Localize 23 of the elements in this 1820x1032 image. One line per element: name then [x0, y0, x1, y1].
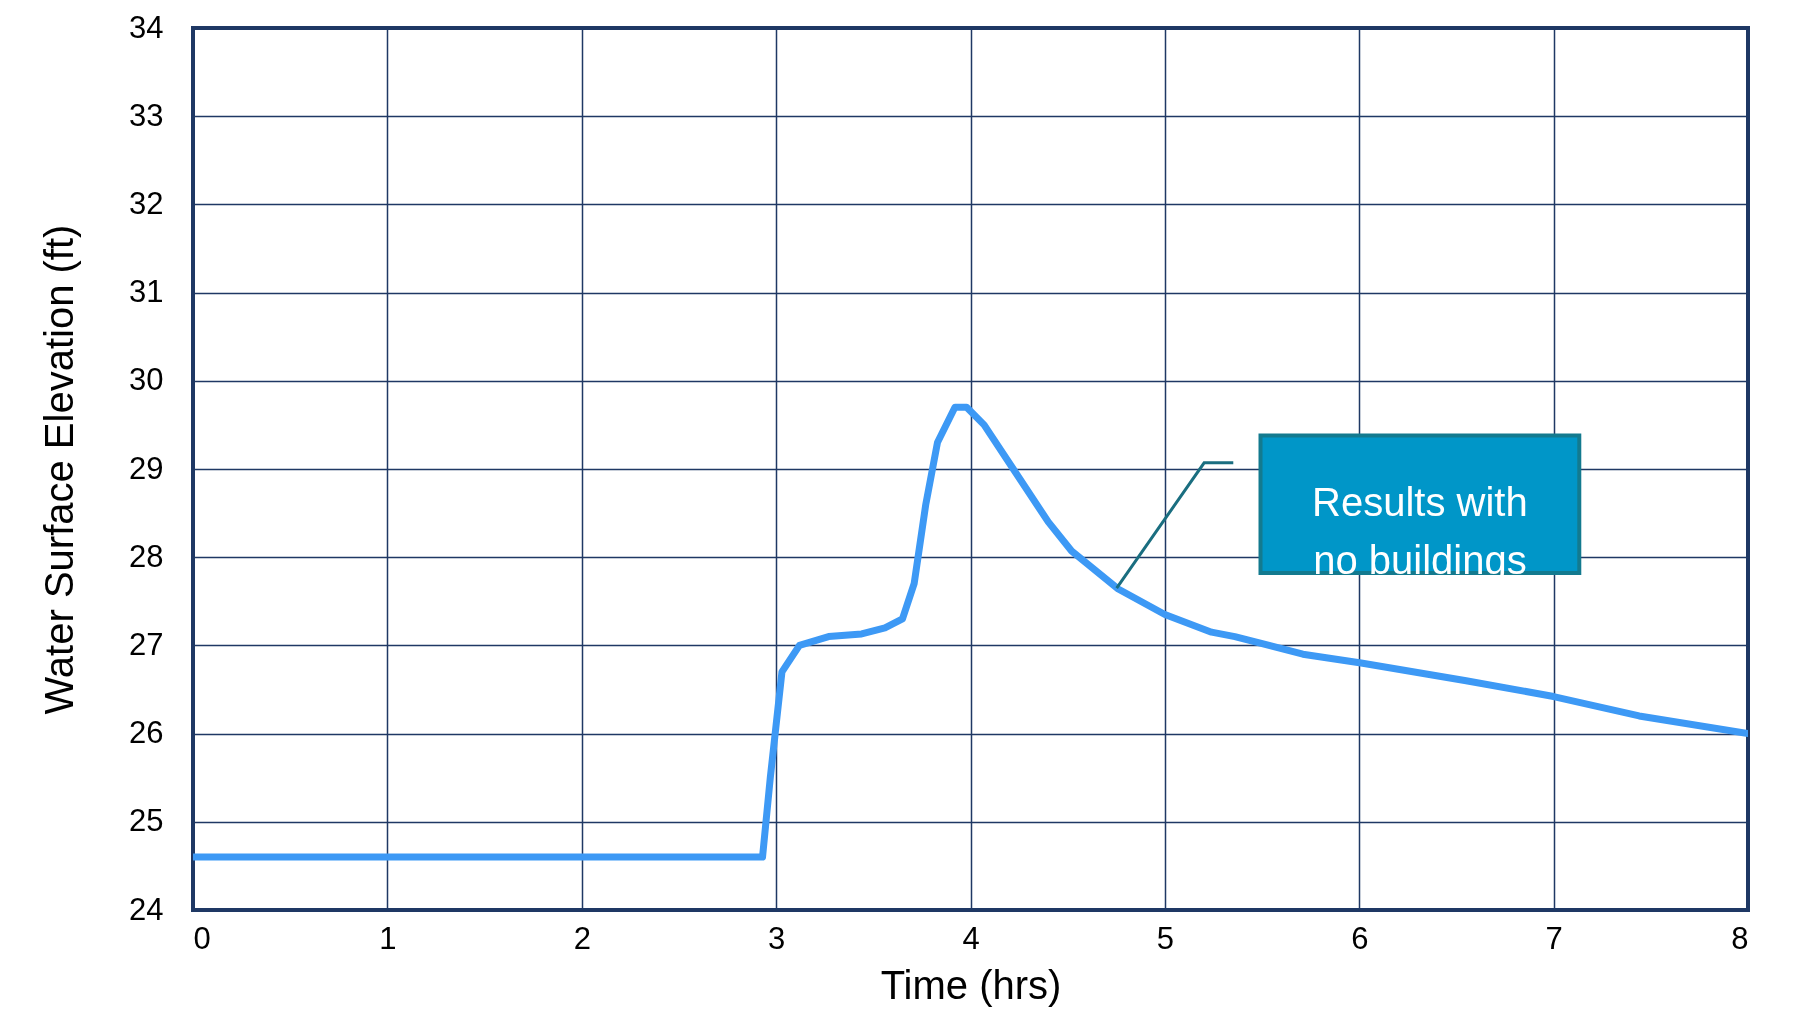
annotation: Results with no buildings [1312, 480, 1528, 583]
y-tick-label: 27 [129, 626, 164, 662]
x-tick-label: 4 [962, 920, 980, 956]
x-tick-label: 0 [193, 920, 211, 956]
y-tick-label: 34 [129, 9, 164, 45]
y-tick-label: 30 [129, 362, 164, 398]
y-tick-label: 32 [129, 185, 164, 221]
y-tick-label: 25 [129, 803, 164, 839]
x-tick-label: 7 [1545, 920, 1563, 956]
y-tick-label: 29 [129, 450, 164, 486]
y-tick-label: 31 [129, 274, 164, 310]
x-axis-title: Time (hrs) [880, 962, 1062, 1007]
y-tick-label: 26 [129, 715, 164, 751]
x-tick-label: 8 [1731, 920, 1749, 956]
y-tick-label: 24 [129, 891, 164, 927]
y-axis-title: Water Surface Elevation (ft) [37, 224, 82, 715]
x-tick-label: 6 [1351, 920, 1369, 956]
x-tick-label: 5 [1156, 920, 1174, 956]
y-tick-label: 28 [129, 538, 164, 574]
x-tick-label: 3 [768, 920, 786, 956]
x-tick-label: 1 [379, 920, 397, 956]
x-tick-label: 2 [573, 920, 591, 956]
y-tick-label: 33 [129, 97, 164, 133]
